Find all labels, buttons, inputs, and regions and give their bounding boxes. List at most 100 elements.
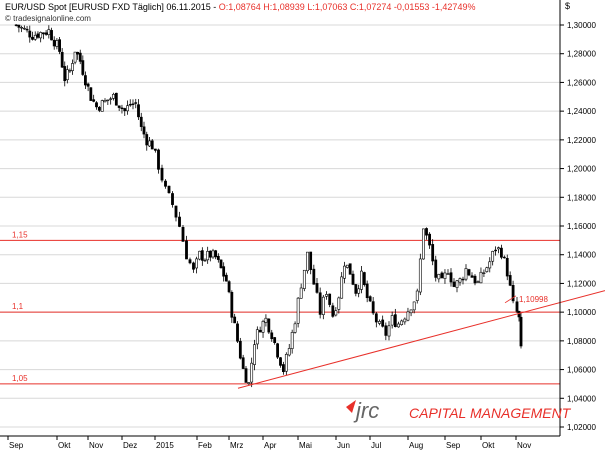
candle-body [325,294,328,297]
trendline [237,290,605,389]
candle-body [479,271,483,284]
candle-body [68,70,72,72]
instrument-text: EUR/USD Spot [EURUSD FXD Täglich] 06.11.… [5,2,219,12]
candle-body [114,92,118,106]
x-tick-label: Mai [299,441,312,450]
y-tick-label: 1,08000 [567,337,596,346]
candle-body [378,321,381,324]
candle-body [14,24,18,26]
x-tick-label: Mrz [230,441,243,450]
candle-body [255,329,259,345]
candle-body [128,104,132,106]
candle-body [284,354,288,372]
candle-body [354,284,358,294]
x-tick-label: Sep [9,441,24,450]
logo-mark-icon [346,400,356,413]
candle-body [482,272,486,274]
candle-body [244,368,248,383]
candle-body [461,278,465,281]
x-tick-label: Dez [123,441,137,450]
candle-body [309,251,313,271]
candle-body [519,316,523,347]
candle-body [343,265,346,279]
candle-body [270,332,274,340]
candle-body [264,317,268,323]
candle-body [71,63,74,71]
candle-body [233,316,237,324]
candle-body [476,281,480,283]
candle-body [178,216,181,227]
candle-body [73,51,77,63]
candle-body [188,259,192,264]
candle-body [449,272,453,283]
candle-body [28,30,32,38]
candle-body [60,52,64,68]
candle-body [181,226,185,242]
x-tick-label: Sep [446,441,461,450]
candle-body [425,228,428,236]
candle-body [120,107,124,110]
candle-body [351,273,355,285]
candle-body [55,40,59,47]
candle-body [112,93,115,99]
candle-body [261,321,265,333]
candle-body [164,180,167,187]
candle-body [299,287,303,299]
y-tick-label: 1,12000 [567,279,596,288]
x-tick-label: 2015 [156,441,174,450]
candle-body [33,34,37,40]
candle-body [374,313,378,323]
candle-body [293,323,297,333]
y-tick-label: 1,20000 [567,165,596,174]
candle-body [84,75,87,86]
candle-body [434,259,438,278]
candle-body [418,258,422,293]
candle-body [117,105,121,108]
candle-body [443,272,447,279]
candle-body [287,348,291,356]
candle-body [44,32,48,35]
candle-body [174,205,178,218]
candle-body [406,311,410,321]
candle-body [100,100,104,112]
candle-body [31,36,34,40]
candle-body [371,301,375,314]
candle-body [160,167,164,181]
x-tick-label: Nov [89,441,103,450]
y-tick-label: 1,02000 [567,423,596,432]
candle-body [437,274,441,280]
candle-body [139,116,143,127]
candle-body [134,102,138,104]
candle-body [78,52,82,62]
candle-body [36,33,40,38]
level-label: 1,1 [12,302,24,311]
y-tick-label: 1,30000 [567,21,596,30]
candle-body [321,296,325,315]
candle-body [360,270,363,290]
candle-body [185,240,188,260]
candle-body [362,272,366,285]
candle-body [412,301,416,311]
candle-body [334,310,338,316]
candle-body [273,337,277,343]
candle-body [106,99,110,102]
x-tick-label: Okt [58,441,71,450]
candle-body [206,251,210,261]
candle-body [508,275,512,286]
y-tick-label: 1,06000 [567,366,596,375]
candle-body [65,69,69,81]
candle-body [403,318,407,323]
candle-body [58,39,61,52]
candle-body [290,332,294,349]
y-tick-label: 1,22000 [567,136,596,145]
candle-body [109,98,113,100]
y-tick-label: 1,14000 [567,251,596,260]
candle-body [365,283,369,299]
last-close-pointer [504,295,517,304]
candle-body [440,272,444,279]
candle-body [95,102,98,108]
candle-body [328,293,332,305]
candle-body [357,288,361,294]
candle-body [148,140,151,147]
